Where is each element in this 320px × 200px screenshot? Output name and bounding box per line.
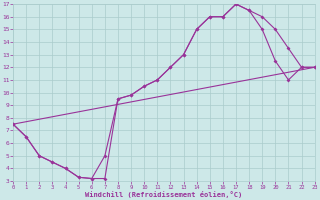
X-axis label: Windchill (Refroidissement éolien,°C): Windchill (Refroidissement éolien,°C) <box>85 191 243 198</box>
